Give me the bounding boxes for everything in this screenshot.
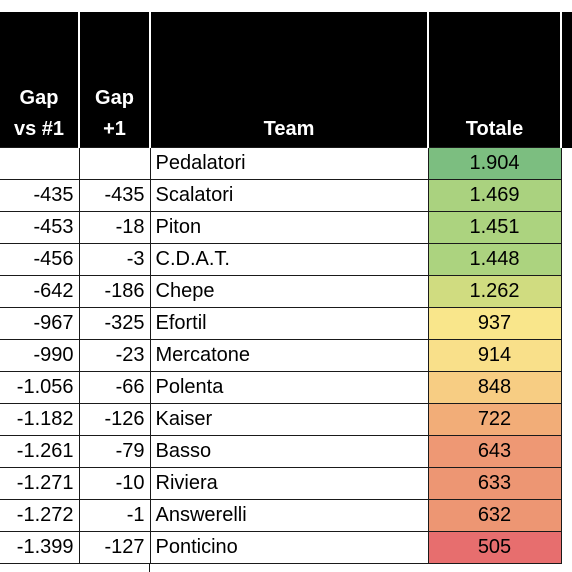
team-name-cell[interactable]: Efortil — [149, 307, 428, 340]
total-cell[interactable]: 1.451 — [427, 211, 561, 244]
ranking-table: Gap vs #1 Gap +1 Team Totale Pedalatori 1… — [0, 12, 572, 564]
team-name-cell[interactable]: Piton — [149, 211, 428, 244]
team-name-cell[interactable]: Kaiser — [149, 403, 428, 436]
gap-vs-first-cell[interactable]: -456 — [0, 243, 79, 276]
next-column-cell[interactable] — [560, 179, 572, 212]
total-cell[interactable]: 1.469 — [427, 179, 561, 212]
team-name-cell[interactable]: Polenta — [149, 371, 428, 404]
header-team[interactable]: Team — [149, 12, 428, 148]
gap-vs-first-cell[interactable]: -967 — [0, 307, 79, 340]
table-row[interactable]: -456 -3 C.D.A.T. 1.448 — [0, 243, 572, 276]
total-cell[interactable]: 937 — [427, 307, 561, 340]
header-total-label: Totale — [465, 118, 524, 140]
next-column-cell[interactable] — [560, 531, 572, 564]
team-name-cell[interactable]: Mercatone — [149, 339, 428, 372]
gap-prev-cell[interactable]: -66 — [78, 371, 150, 404]
team-name-cell[interactable]: Riviera — [149, 467, 428, 500]
gap-vs-first-cell[interactable]: -1.261 — [0, 435, 79, 468]
total-cell[interactable]: 1.904 — [427, 147, 561, 180]
table-row[interactable]: -1.271 -10 Riviera 633 — [0, 467, 572, 500]
gap-prev-cell[interactable]: -1 — [78, 499, 150, 532]
table-row[interactable]: -453 -18 Piton 1.451 — [0, 211, 572, 244]
next-column-cell[interactable] — [560, 243, 572, 276]
total-cell[interactable]: 632 — [427, 499, 561, 532]
gridline-tail — [149, 564, 150, 572]
gap-prev-cell[interactable]: -23 — [78, 339, 150, 372]
total-cell[interactable]: 633 — [427, 467, 561, 500]
gap-prev-cell[interactable]: -186 — [78, 275, 150, 308]
gap-vs-first-cell[interactable]: -1.272 — [0, 499, 79, 532]
next-column-cell[interactable] — [560, 147, 572, 180]
team-name-cell[interactable]: Pedalatori — [149, 147, 428, 180]
table-row[interactable]: -1.056 -66 Polenta 848 — [0, 371, 572, 404]
gap-prev-cell[interactable]: -435 — [78, 179, 150, 212]
header-next-column[interactable] — [560, 12, 572, 148]
next-column-cell[interactable] — [560, 211, 572, 244]
header-gap-vs-first-line2: vs #1 — [13, 118, 65, 140]
gap-prev-cell[interactable]: -325 — [78, 307, 150, 340]
gap-prev-cell[interactable]: -10 — [78, 467, 150, 500]
gap-vs-first-cell[interactable]: -642 — [0, 275, 79, 308]
header-gap-vs-first-line1: Gap — [19, 87, 59, 109]
gap-vs-first-cell[interactable]: -1.182 — [0, 403, 79, 436]
table-row[interactable]: -1.272 -1 Answerelli 632 — [0, 499, 572, 532]
gap-vs-first-cell[interactable]: -1.056 — [0, 371, 79, 404]
team-name-cell[interactable]: Scalatori — [149, 179, 428, 212]
table-row[interactable]: -1.182 -126 Kaiser 722 — [0, 403, 572, 436]
table-row[interactable]: -435 -435 Scalatori 1.469 — [0, 179, 572, 212]
total-cell[interactable]: 643 — [427, 435, 561, 468]
table-row[interactable]: Pedalatori 1.904 — [0, 147, 572, 180]
next-column-cell[interactable] — [560, 307, 572, 340]
next-column-cell[interactable] — [560, 499, 572, 532]
header-total[interactable]: Totale — [427, 12, 561, 148]
next-column-cell[interactable] — [560, 275, 572, 308]
next-column-cell[interactable] — [560, 339, 572, 372]
gap-prev-cell[interactable]: -126 — [78, 403, 150, 436]
total-cell[interactable]: 1.262 — [427, 275, 561, 308]
team-name-cell[interactable]: Chepe — [149, 275, 428, 308]
header-gap-prev-line2: +1 — [103, 118, 126, 140]
next-column-cell[interactable] — [560, 371, 572, 404]
next-column-cell[interactable] — [560, 435, 572, 468]
total-cell[interactable]: 505 — [427, 531, 561, 564]
gap-vs-first-cell[interactable]: -990 — [0, 339, 79, 372]
header-gap-prev[interactable]: Gap +1 — [78, 12, 150, 148]
team-name-cell[interactable]: Ponticino — [149, 531, 428, 564]
gap-vs-first-cell[interactable]: -453 — [0, 211, 79, 244]
table-row[interactable]: -1.399 -127 Ponticino 505 — [0, 531, 572, 564]
next-column-cell[interactable] — [560, 467, 572, 500]
table-row[interactable]: -967 -325 Efortil 937 — [0, 307, 572, 340]
gap-prev-cell[interactable]: -3 — [78, 243, 150, 276]
total-cell[interactable]: 1.448 — [427, 243, 561, 276]
gap-vs-first-cell[interactable]: -435 — [0, 179, 79, 212]
gap-vs-first-cell[interactable]: -1.399 — [0, 531, 79, 564]
table-row[interactable]: -1.261 -79 Basso 643 — [0, 435, 572, 468]
header-gap-prev-line1: Gap — [95, 87, 134, 109]
gap-vs-first-cell[interactable]: -1.271 — [0, 467, 79, 500]
table-row[interactable]: -642 -186 Chepe 1.262 — [0, 275, 572, 308]
header-row: Gap vs #1 Gap +1 Team Totale — [0, 12, 572, 148]
team-name-cell[interactable]: C.D.A.T. — [149, 243, 428, 276]
gap-prev-cell[interactable]: -127 — [78, 531, 150, 564]
table-row[interactable]: -990 -23 Mercatone 914 — [0, 339, 572, 372]
gap-vs-first-cell[interactable] — [0, 147, 79, 180]
total-cell[interactable]: 722 — [427, 403, 561, 436]
team-name-cell[interactable]: Basso — [149, 435, 428, 468]
total-cell[interactable]: 914 — [427, 339, 561, 372]
gap-prev-cell[interactable] — [78, 147, 150, 180]
total-cell[interactable]: 848 — [427, 371, 561, 404]
gap-prev-cell[interactable]: -18 — [78, 211, 150, 244]
next-column-cell[interactable] — [560, 403, 572, 436]
team-name-cell[interactable]: Answerelli — [149, 499, 428, 532]
header-gap-vs-first[interactable]: Gap vs #1 — [0, 12, 79, 148]
gap-prev-cell[interactable]: -79 — [78, 435, 150, 468]
header-team-label: Team — [263, 118, 315, 140]
